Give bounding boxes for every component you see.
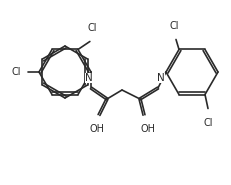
Text: N: N	[85, 73, 92, 83]
Text: Cl: Cl	[202, 117, 212, 127]
Text: N: N	[156, 73, 164, 83]
Text: Cl: Cl	[12, 67, 21, 77]
Text: Cl: Cl	[87, 23, 96, 33]
Text: Cl: Cl	[169, 21, 178, 31]
Text: OH: OH	[140, 124, 155, 134]
Text: OH: OH	[89, 124, 104, 134]
